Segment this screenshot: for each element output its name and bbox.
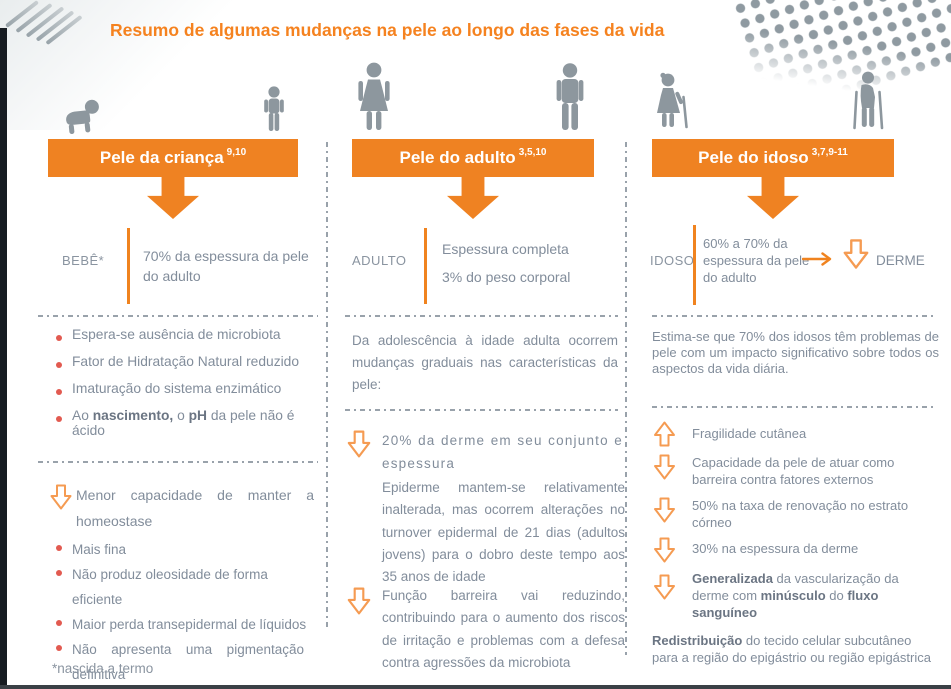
- down-outline-arrow-icon: [654, 574, 675, 600]
- arrow-item-text: 20% da derme em seu conjunto e espessura: [382, 433, 623, 471]
- dotted-separator: [652, 406, 935, 408]
- stage-label: ADULTO: [352, 253, 407, 268]
- orange-divider-line: [424, 228, 427, 304]
- dotted-separator: [345, 315, 618, 317]
- column-header-label: Pele do adulto: [399, 148, 516, 167]
- bullet-dot-icon: [56, 570, 62, 576]
- column-separator: [625, 142, 627, 655]
- down-outline-arrow-icon: [654, 497, 675, 523]
- down-block-arrow-icon: [147, 177, 199, 219]
- list-item: Ao nascimento, o pH da pele não é ácido: [56, 408, 318, 438]
- arrow-item-text: Fragilidade cutânea: [692, 426, 807, 441]
- list-item: Maior perda transepidermal de líquidos: [56, 612, 310, 637]
- arrow-item-text: 30% na espessura da derme: [692, 541, 859, 556]
- stage-label: IDOSO: [650, 253, 695, 268]
- dotted-separator: [38, 461, 318, 463]
- column-header-label: Pele do idoso: [698, 148, 809, 167]
- down-outline-arrow-icon: [654, 537, 675, 563]
- arrow-item-text: Menor capacidade de manter a homeostase: [76, 487, 314, 529]
- footnote: *nascida a termo: [52, 661, 154, 676]
- reference-superscript: 9,10: [226, 146, 247, 158]
- down-block-arrow-icon: [747, 177, 799, 219]
- bullet-dot-icon: [56, 545, 62, 551]
- column-header-bar: Pele do adulto 3,5,10: [352, 139, 594, 177]
- bullet-dot-icon: [56, 362, 62, 368]
- arrow-item-text: Capacidade da pele de atuar como barreir…: [692, 455, 895, 487]
- woman-icon: [358, 62, 390, 130]
- arrow-item-detail: Epiderme mantem-se relativamente inalter…: [382, 480, 625, 585]
- stage-label: BEBÊ*: [62, 253, 105, 268]
- bullet-dot-icon: [56, 416, 62, 422]
- elderly-woman-icon: [657, 72, 688, 129]
- bullet-dot-icon: [56, 620, 62, 626]
- dotted-separator: [345, 409, 618, 411]
- orange-divider-line: [127, 228, 130, 304]
- elderly-man-icon: [853, 71, 884, 130]
- down-outline-arrow-icon: [654, 454, 675, 480]
- bullet-list-bottom: Mais fina Não produz oleosidade de forma…: [56, 537, 310, 687]
- halftone-dots-icon: [730, 0, 951, 123]
- measure-text-line1: Espessura completa: [442, 241, 569, 257]
- page-title: Resumo de algumas mudanças na pele ao lo…: [110, 20, 665, 40]
- bottom-edge-bar: [0, 685, 951, 689]
- intro-paragraph: Da adolescência à idade adulta ocorrem m…: [352, 333, 618, 392]
- down-outline-arrow-icon: [347, 587, 371, 615]
- left-edge-bar: [0, 28, 7, 689]
- child-icon: [264, 86, 284, 131]
- arrow-item-text: Generalizada da vascularização da derme …: [692, 571, 899, 620]
- column-header-bar: Pele da criança 9,10: [48, 139, 298, 177]
- column-header-bar: Pele do idoso 3,7,9-11: [652, 139, 894, 177]
- measure-text: 70% da espessura da pele do adulto: [143, 248, 309, 284]
- intro-paragraph: Estima-se que 70% dos idosos têm problem…: [652, 329, 939, 376]
- column-separator: [326, 142, 328, 630]
- measure-text: 60% a 70% da espessura da pele do adulto: [703, 236, 810, 285]
- corner-gradient: [0, 0, 300, 130]
- down-outline-arrow-icon: [347, 430, 371, 458]
- dotted-separator: [652, 315, 935, 317]
- crawling-baby-icon: [66, 99, 99, 135]
- down-block-arrow-icon: [447, 177, 499, 219]
- man-icon: [556, 63, 584, 130]
- list-item: Não apresenta uma pigmentação definitiva: [56, 637, 310, 687]
- measure-text-line2: 3% do peso corporal: [442, 269, 571, 285]
- derme-label: DERME: [876, 253, 925, 268]
- bullet-dot-icon: [56, 335, 62, 341]
- list-item: Mais fina: [56, 537, 310, 562]
- arrow-item-text: 50% na taxa de renovação no estrato córn…: [692, 498, 909, 530]
- down-outline-arrow-icon: [843, 239, 869, 269]
- down-outline-arrow-icon: [50, 484, 72, 510]
- reference-superscript: 3,5,10: [518, 146, 547, 158]
- reference-superscript: 3,7,9-11: [811, 146, 848, 158]
- bullet-list-top: Espera-se ausência de microbiota Fator d…: [56, 327, 318, 438]
- orange-divider-line: [693, 225, 696, 305]
- outro-paragraph: Redistribuição do tecido celular subcutâ…: [652, 633, 931, 665]
- dotted-separator: [38, 315, 318, 317]
- list-item: Fator de Hidratação Natural reduzido: [56, 354, 318, 381]
- right-arrow-icon: [802, 252, 832, 266]
- bullet-dot-icon: [56, 645, 62, 651]
- bullet-dot-icon: [56, 389, 62, 395]
- up-outline-arrow-icon: [654, 421, 675, 447]
- column-header-label: Pele da criança: [99, 148, 224, 167]
- list-item: Espera-se ausência de microbiota: [56, 327, 318, 354]
- list-item: Imaturação do sistema enzimático: [56, 381, 318, 408]
- list-item: Não produz oleosidade de forma eficiente: [56, 562, 310, 612]
- arrow-item-text: Função barreira vai reduzindo, contribui…: [382, 588, 625, 670]
